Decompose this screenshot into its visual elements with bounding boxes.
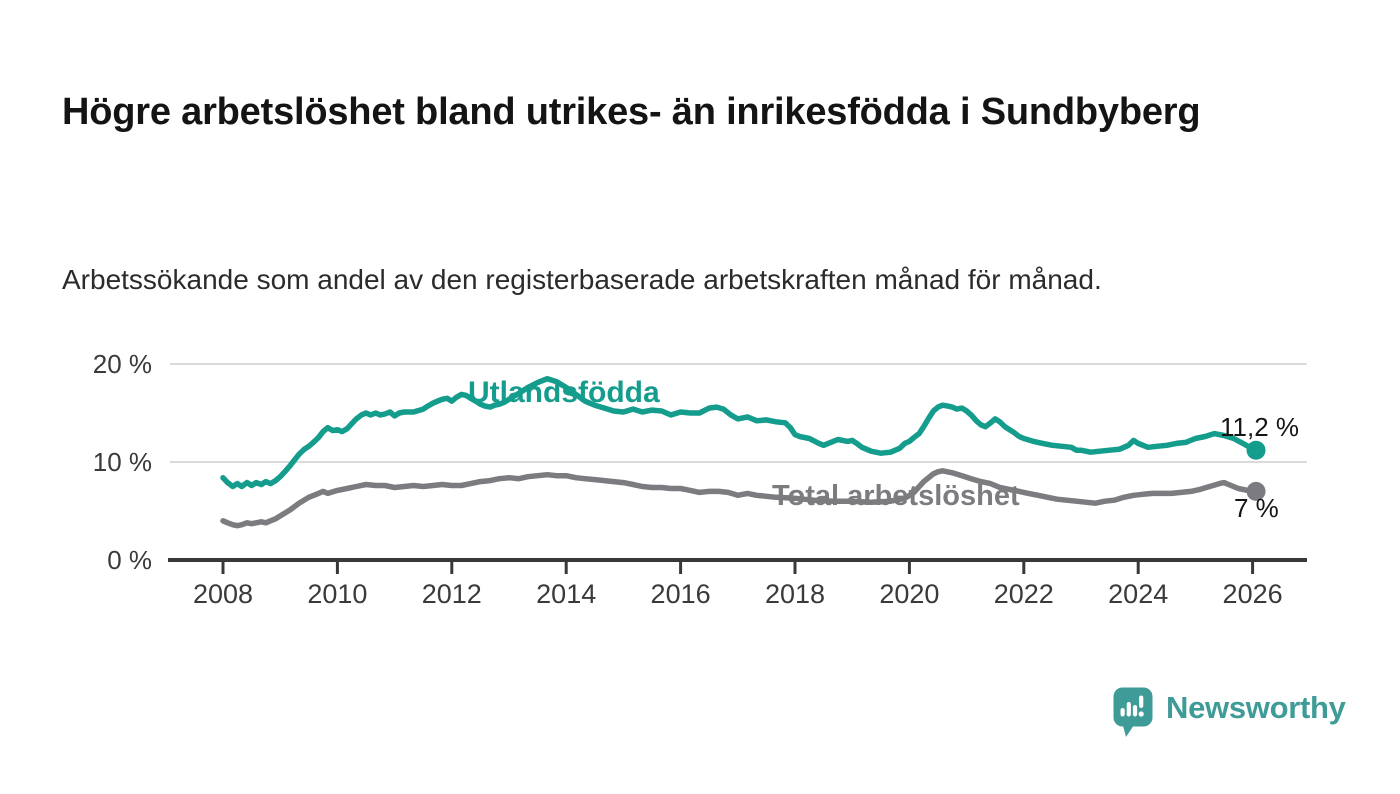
series-end-dot-total bbox=[1246, 481, 1266, 501]
speech-bubble-bar-chart-icon bbox=[1113, 687, 1153, 737]
x-axis-tick-label: 2012 bbox=[422, 579, 482, 609]
series-label-utlandsfodda: Utlandsfödda bbox=[468, 376, 660, 409]
x-axis-tick-label: 2024 bbox=[1108, 579, 1168, 609]
end-value-label-total: 7 % bbox=[1234, 493, 1279, 523]
x-axis-tick-label: 2022 bbox=[994, 579, 1054, 609]
x-axis-tick-label: 2018 bbox=[765, 579, 825, 609]
y-axis-tick-label: 20 % bbox=[93, 349, 152, 379]
end-value-label-utlandsfodda: 11,2 % bbox=[1220, 412, 1300, 442]
chart-canvas: 0 % 10 % 20 % 2008 2010 2012 2014 2016 2018 2020 2… bbox=[93, 349, 1307, 609]
x-axis-tick-label: 2016 bbox=[651, 579, 711, 609]
x-axis-tick-label: 2010 bbox=[307, 579, 367, 609]
newsworthy-logo: Newsworthy bbox=[1113, 687, 1346, 742]
chart-subtitle: Arbetssökande som andel av den registerb… bbox=[62, 264, 1102, 295]
x-axis-tick-label: 2026 bbox=[1223, 579, 1283, 609]
x-axis-tick-label: 2020 bbox=[879, 579, 939, 609]
series-line-utlandsfodda bbox=[220, 375, 1259, 490]
series-end-dot-utlandsfodda bbox=[1246, 440, 1266, 460]
unemployment-line-chart: 0 % 10 % 20 % 2008 2010 2012 2014 2016 2018 2020 2… bbox=[0, 330, 1400, 630]
x-axis-tick-label: 2014 bbox=[536, 579, 596, 609]
y-axis-tick-label: 10 % bbox=[93, 447, 152, 477]
x-axis-tick-label: 2008 bbox=[193, 579, 253, 609]
page-title: Högre arbetslöshet bland utrikes- än inr… bbox=[62, 91, 1201, 134]
series-label-total-arbetsloshet: Total arbetslöshet bbox=[772, 480, 1020, 512]
brand-name: Newsworthy bbox=[1166, 690, 1346, 725]
y-axis-tick-label: 0 % bbox=[107, 545, 152, 575]
series-line-total bbox=[220, 468, 1259, 529]
